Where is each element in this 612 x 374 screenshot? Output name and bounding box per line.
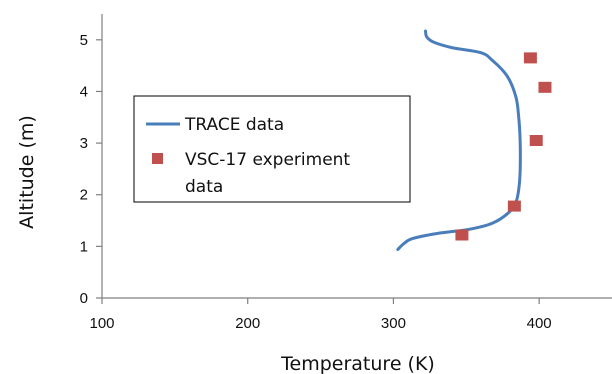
- y-tick-label: 2: [80, 187, 88, 204]
- x-tick-label: 400: [527, 315, 552, 332]
- y-axis-title: Altitude (m): [16, 115, 38, 229]
- y-tick-label: 0: [80, 290, 88, 307]
- legend-swatch-experiment: [152, 153, 163, 164]
- x-tick-label: 200: [235, 315, 260, 332]
- y-tick-label: 5: [80, 32, 88, 49]
- y-tick-label: 1: [80, 238, 88, 255]
- x-axis-title: Temperature (K): [280, 353, 435, 374]
- x-axis-ticks: 100 200 300 400: [89, 298, 552, 332]
- data-point-5: [523, 52, 537, 64]
- legend: TRACE data VSC-17 experiment data: [133, 95, 411, 203]
- y-axis-ticks: 0 1 2 3 4 5: [80, 32, 102, 307]
- data-point-2: [507, 200, 521, 212]
- legend-label-experiment: VSC-17 experiment data: [185, 150, 356, 197]
- plot-area: [396, 29, 552, 251]
- legend-label-experiment-line2: data: [185, 177, 223, 197]
- y-tick-label: 3: [80, 135, 88, 152]
- legend-box: [133, 95, 411, 203]
- legend-label-experiment-line1: VSC-17 experiment: [185, 150, 350, 170]
- legend-label-trace: TRACE data: [184, 115, 284, 135]
- data-point-1: [455, 229, 469, 241]
- data-point-3: [529, 135, 543, 147]
- series-line-trace: [396, 29, 522, 251]
- x-tick-label: 300: [381, 315, 406, 332]
- data-point-4: [538, 81, 552, 93]
- y-tick-label: 4: [80, 83, 88, 100]
- x-tick-label: 100: [89, 315, 114, 332]
